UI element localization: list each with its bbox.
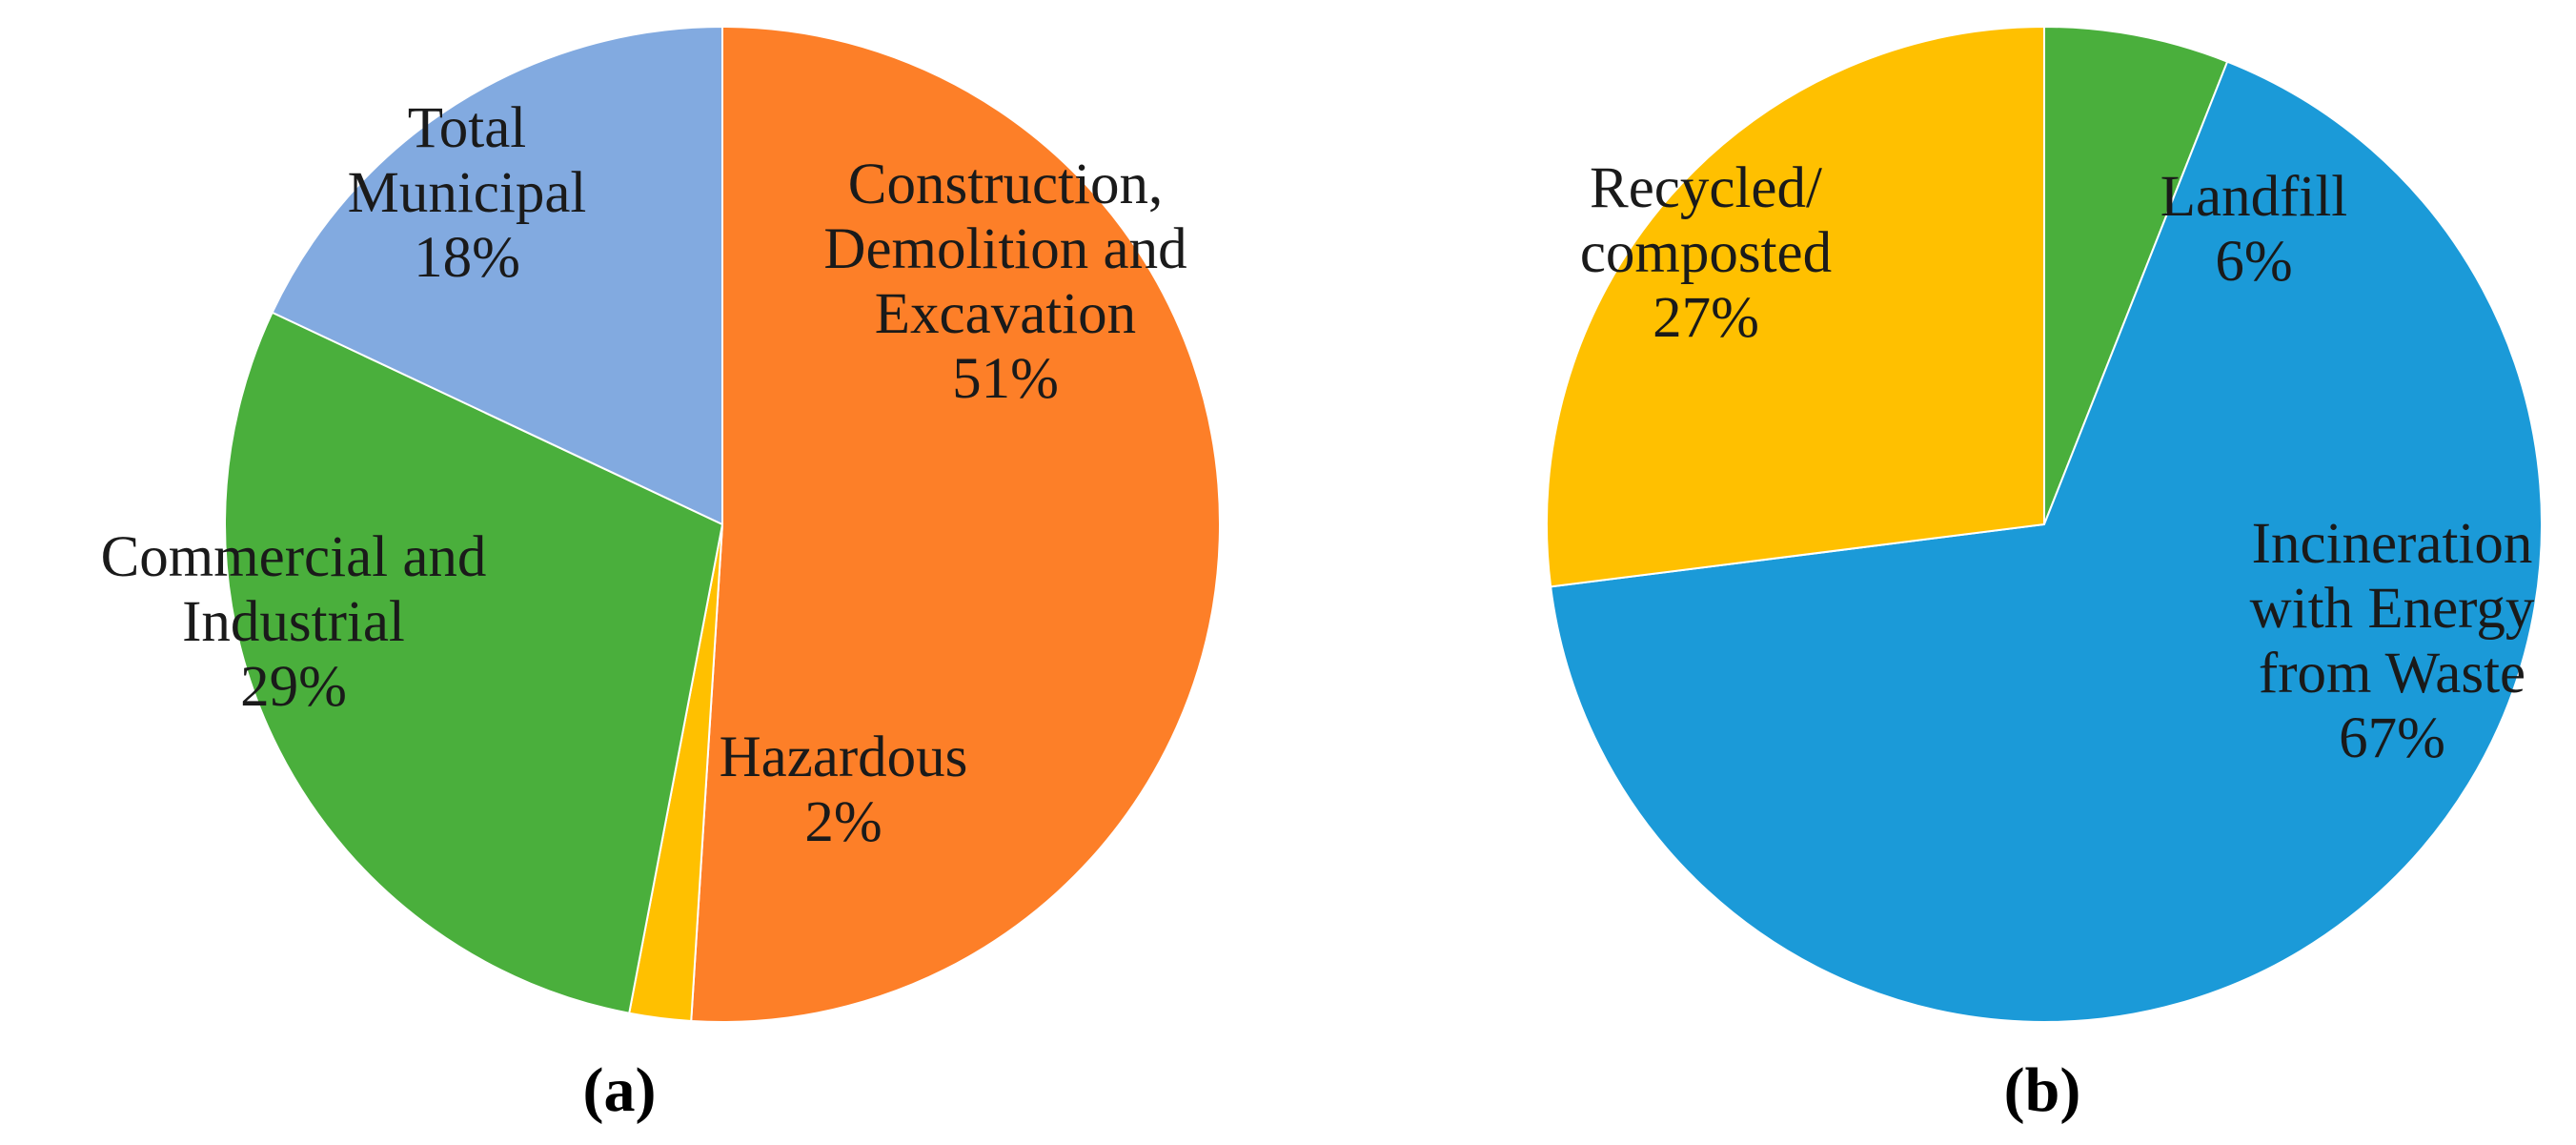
slice-label-line: Excavation [875,282,1136,346]
slice-label-line: with Energy [2250,577,2535,641]
pie-chart-a: Construction, Demolition and Excavation 51%… [101,25,1221,1023]
slice-label-a-0: Construction, Demolition and Excavation 51% [823,153,1187,411]
slice-label-line: Hazardous [720,726,968,789]
slice-label-line: Recycled/ [1590,156,1822,220]
slice-label-line: 2% [804,790,882,854]
slice-label-line: Municipal [348,161,587,225]
slice-label-line: 29% [240,655,347,719]
pie-slice-a-0 [690,25,1221,1023]
slice-label-line: Landfill [2160,165,2348,229]
slice-label-line: Industrial [182,590,405,654]
caption-b: (b) [2004,1055,2081,1125]
slice-label-line: 67% [2339,706,2445,770]
slice-label-line: Commercial and [101,525,487,589]
slice-label-line: Construction, [848,153,1163,216]
slice-label-line: 51% [952,347,1059,411]
slice-label-b-1: Incineration with Energy from Waste 67% [2250,512,2535,770]
slice-label-b-0: Landfill 6% [2160,165,2348,294]
pie-slice-a-3 [271,25,723,526]
slice-label-a-3: Total Municipal 18% [348,96,587,290]
slice-label-line: 6% [2215,230,2292,294]
slice-label-line: from Waste [2259,642,2525,705]
pie-slice-b-2 [1546,25,2045,588]
pie-slice-b-0 [2043,25,2229,525]
slice-label-line: 18% [414,226,520,290]
slice-label-line: composted [1580,221,1832,285]
slice-label-b-2: Recycled/composted 27% [1580,156,1832,350]
pie-slice-a-2 [224,311,724,1014]
slice-label-line: Total [408,96,526,160]
caption-a: (a) [583,1055,657,1125]
slice-label-line: Incineration [2252,512,2533,576]
pie-chart-b: Landfill 6% Incineration with Energy from Wa… [1546,25,2544,1023]
slice-label-line: 27% [1653,286,1759,350]
slice-label-line: Demolition and [823,217,1187,281]
slice-label-a-2: Commercial and Industrial 29% [101,525,487,719]
pie-slice-b-1 [1550,60,2544,1023]
slice-label-a-1: Hazardous 2% [720,726,968,854]
